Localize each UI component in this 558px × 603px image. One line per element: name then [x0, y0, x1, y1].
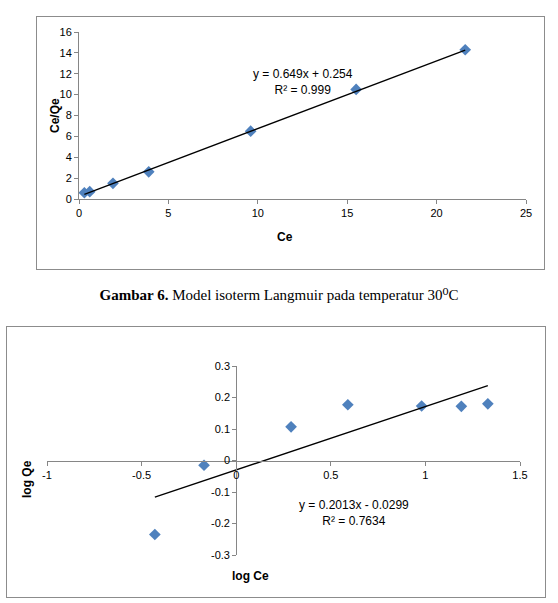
svg-text:5: 5	[165, 207, 171, 219]
svg-text:14: 14	[60, 47, 72, 59]
svg-text:0.1: 0.1	[215, 423, 230, 435]
svg-text:8: 8	[66, 109, 72, 121]
svg-text:1.5: 1.5	[512, 469, 527, 481]
svg-text:-1: -1	[42, 469, 52, 481]
svg-text:y = 0.2013x - 0.0299R² = 0.763: y = 0.2013x - 0.0299R² = 0.7634	[299, 498, 409, 528]
svg-text:2: 2	[66, 172, 72, 184]
svg-text:-0.3: -0.3	[211, 549, 230, 561]
svg-text:y = 0.649x + 0.254R² = 0.999: y = 0.649x + 0.254R² = 0.999	[253, 67, 353, 97]
svg-text:-0.1: -0.1	[211, 486, 230, 498]
html-text:Gambar 6. Model isoterm Langmu: Gambar 6. Model isoterm Langmuir pada te…	[99, 287, 459, 303]
svg-text:-0.2: -0.2	[211, 517, 230, 529]
svg-text:0.5: 0.5	[323, 469, 338, 481]
svg-text:-0.5: -0.5	[132, 469, 151, 481]
svg-text:0: 0	[233, 469, 239, 481]
svg-text:Ce: Ce	[277, 230, 293, 244]
svg-text:log Ce: log Ce	[232, 569, 269, 583]
svg-text:12: 12	[60, 68, 72, 80]
svg-text:10: 10	[60, 88, 72, 100]
svg-text:6: 6	[66, 130, 72, 142]
svg-text:0: 0	[76, 207, 82, 219]
svg-text:10: 10	[252, 207, 264, 219]
svg-text:25: 25	[520, 207, 532, 219]
svg-text:20: 20	[430, 207, 442, 219]
svg-text:log Qe: log Qe	[20, 460, 34, 498]
svg-text:15: 15	[341, 207, 353, 219]
svg-text:1: 1	[422, 469, 428, 481]
svg-text:Ce/Qe: Ce/Qe	[48, 98, 62, 133]
svg-text:0.3: 0.3	[215, 360, 230, 372]
svg-text:0: 0	[224, 454, 230, 466]
svg-text:16: 16	[60, 26, 72, 38]
svg-text:0.2: 0.2	[215, 391, 230, 403]
svg-text:0: 0	[66, 193, 72, 205]
svg-text:4: 4	[66, 151, 72, 163]
